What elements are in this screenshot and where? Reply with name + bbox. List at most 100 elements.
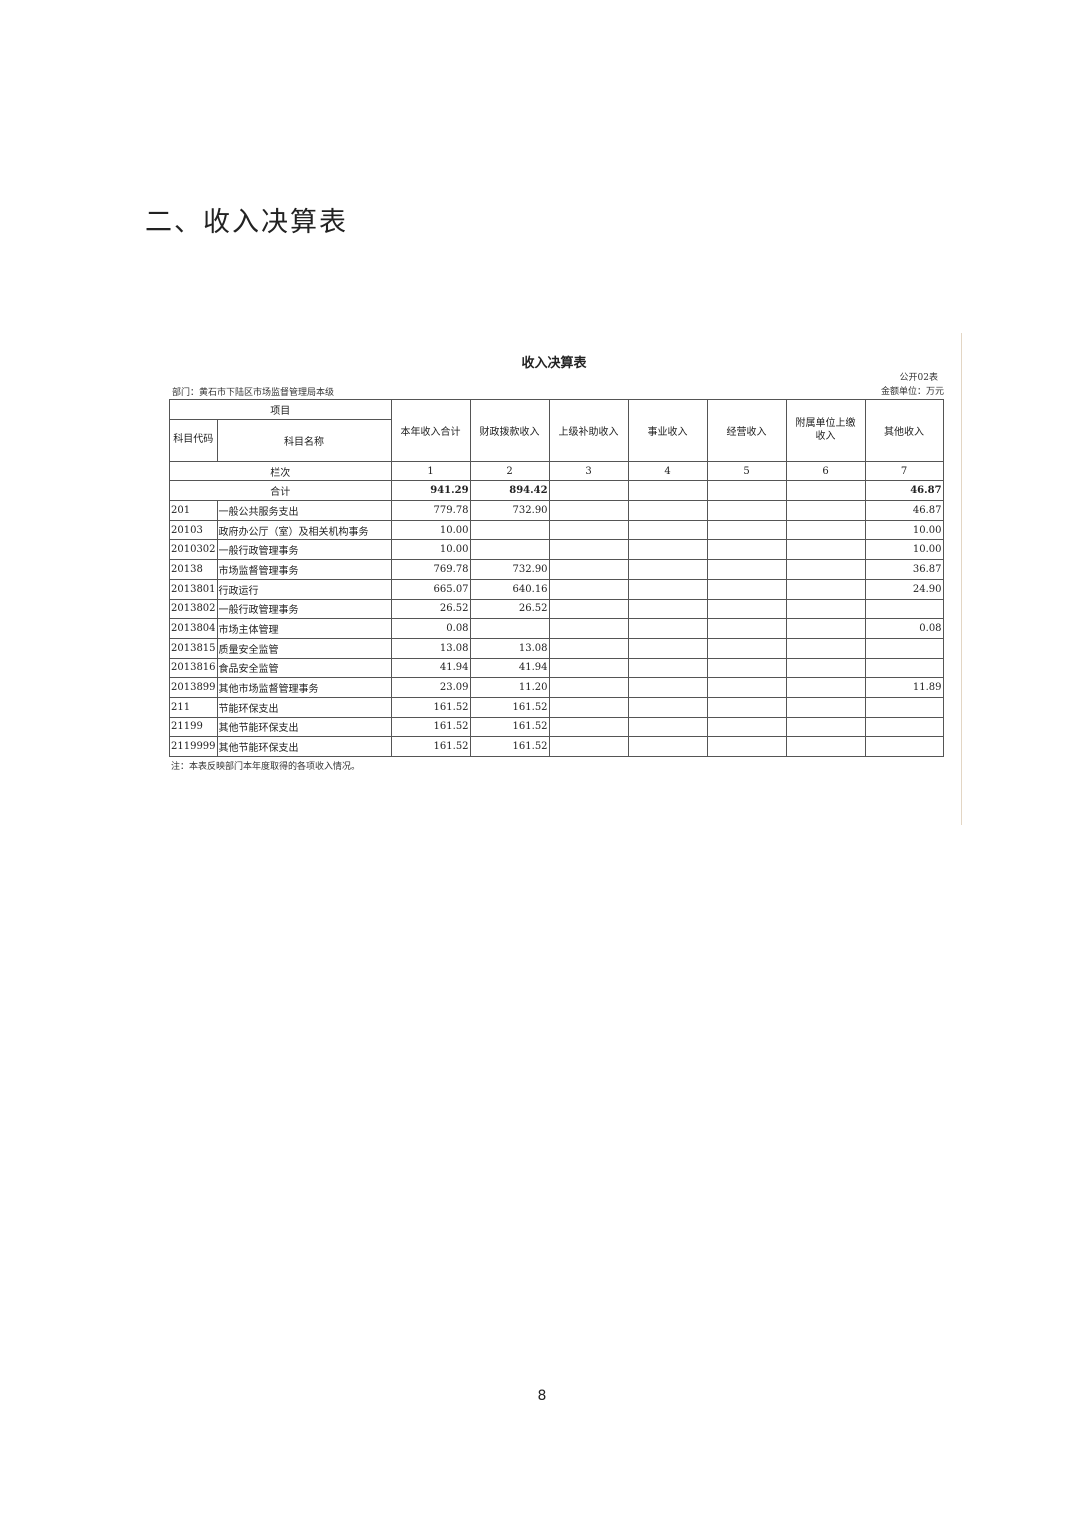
- amount-cell: [706, 598, 787, 620]
- amount-cell: [469, 618, 550, 639]
- column-index: 7: [864, 460, 944, 482]
- amount-cell: 161.52: [469, 696, 550, 718]
- table-row: 2010302 一般行政管理事务 10.00 10.00: [169, 539, 944, 561]
- amount-cell: [627, 578, 708, 600]
- amount-cell: 161.52: [390, 696, 471, 718]
- subject-code: 211: [169, 696, 218, 718]
- table-row: 2119999 其他节能环保支出 161.52 161.52: [169, 736, 944, 757]
- subject-name: 行政运行: [216, 578, 392, 600]
- table-row: 2013815 质量安全监管 13.08 13.08: [169, 637, 944, 659]
- amount-cell: [627, 696, 708, 718]
- amount-cell: [469, 519, 550, 541]
- income-table: 项目 本年收入合计 财政拨款收入 上级补助收入 事业收入 经营收入 附属单位上缴…: [169, 399, 944, 757]
- amount-cell: [785, 618, 866, 639]
- amount-cell: [785, 539, 866, 561]
- header-col: 事业收入: [627, 399, 708, 462]
- amount-cell: [627, 657, 708, 679]
- amount-cell: 26.52: [469, 598, 550, 620]
- table-note: 注：本表反映部门本年度取得的各项收入情况。: [171, 762, 361, 772]
- subject-code: 20138: [169, 559, 218, 580]
- amount-cell: [548, 618, 629, 639]
- amount-cell: 161.52: [390, 716, 471, 738]
- amount-cell: [548, 696, 629, 718]
- subject-name: 节能环保支出: [216, 696, 392, 718]
- table-title: 收入决算表: [521, 356, 587, 371]
- amount-cell: [785, 716, 866, 738]
- subject-name: 质量安全监管: [216, 637, 392, 659]
- amount-cell: [627, 677, 708, 698]
- subject-code: 2013801: [169, 578, 218, 600]
- amount-cell: 10.00: [864, 539, 944, 561]
- subject-name: 其他节能环保支出: [216, 716, 392, 738]
- amount-cell: [864, 696, 944, 718]
- amount-cell: 732.90: [469, 500, 550, 521]
- section-heading: 二、收入决算表: [145, 207, 348, 238]
- amount-cell: [785, 578, 866, 600]
- column-index: 2: [469, 460, 550, 482]
- amount-cell: [627, 559, 708, 580]
- table-row: 2013899 其他市场监督管理事务 23.09 11.20 11.89: [169, 677, 944, 698]
- total-value: [548, 480, 629, 502]
- amount-cell: 13.08: [469, 637, 550, 659]
- column-index-label: 栏次: [169, 460, 392, 482]
- total-row: 合计 941.29 894.42 46.87: [169, 480, 944, 502]
- subject-name: 食品安全监管: [216, 657, 392, 679]
- total-value: [785, 480, 866, 502]
- column-index: 1: [390, 460, 471, 482]
- subject-name: 市场主体管理: [216, 618, 392, 639]
- amount-cell: [706, 637, 787, 659]
- amount-cell: [706, 578, 787, 600]
- column-index: 4: [627, 460, 708, 482]
- amount-cell: 11.20: [469, 677, 550, 698]
- amount-cell: [627, 500, 708, 521]
- table-row: 211 节能环保支出 161.52 161.52: [169, 696, 944, 718]
- amount-cell: [706, 677, 787, 698]
- header-item: 项目: [169, 399, 392, 420]
- column-index: 6: [785, 460, 866, 482]
- header-col: 附属单位上缴收入: [785, 399, 866, 462]
- amount-cell: [706, 500, 787, 521]
- amount-cell: [785, 500, 866, 521]
- column-index: 5: [706, 460, 787, 482]
- amount-cell: 732.90: [469, 559, 550, 580]
- amount-cell: [785, 519, 866, 541]
- header-col: 财政拨款收入: [469, 399, 550, 462]
- subject-name: 一般行政管理事务: [216, 539, 392, 561]
- amount-cell: [548, 716, 629, 738]
- amount-cell: [785, 637, 866, 659]
- amount-cell: [864, 736, 944, 757]
- total-value: 941.29: [390, 480, 471, 502]
- table-row: 2013801 行政运行 665.07 640.16 24.90: [169, 578, 944, 600]
- amount-cell: [706, 559, 787, 580]
- margin-line: [961, 333, 962, 825]
- amount-cell: 23.09: [390, 677, 471, 698]
- amount-cell: [864, 637, 944, 659]
- subject-code: 2013899: [169, 677, 218, 698]
- amount-cell: 36.87: [864, 559, 944, 580]
- unit-label: 金额单位：万元: [880, 387, 944, 397]
- amount-cell: 640.16: [469, 578, 550, 600]
- amount-cell: [706, 696, 787, 718]
- amount-cell: [706, 618, 787, 639]
- subject-code: 2013802: [169, 598, 218, 620]
- amount-cell: 769.78: [390, 559, 471, 580]
- amount-cell: 13.08: [390, 637, 471, 659]
- amount-cell: [548, 578, 629, 600]
- amount-cell: 10.00: [864, 519, 944, 541]
- subject-code: 2013804: [169, 618, 218, 639]
- subject-code: 201: [169, 500, 218, 521]
- amount-cell: [864, 598, 944, 620]
- total-value: [706, 480, 787, 502]
- total-value: 894.42: [469, 480, 550, 502]
- subject-name: 一般行政管理事务: [216, 598, 392, 620]
- header-col: 经营收入: [706, 399, 787, 462]
- table-row: 201 一般公共服务支出 779.78 732.90 46.87: [169, 500, 944, 521]
- amount-cell: [548, 559, 629, 580]
- form-number: 公开02表: [899, 373, 938, 383]
- subject-name: 其他节能环保支出: [216, 736, 392, 757]
- table-row: 2013802 一般行政管理事务 26.52 26.52: [169, 598, 944, 620]
- department-label: 部门：黄石市下陆区市场监督管理局本级: [172, 388, 335, 398]
- amount-cell: [864, 657, 944, 679]
- subject-code: 2010302: [169, 539, 218, 561]
